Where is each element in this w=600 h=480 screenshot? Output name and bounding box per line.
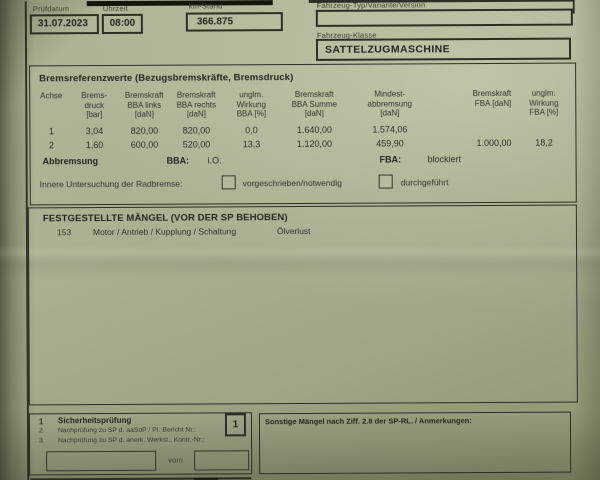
uhrzeit-value: 08:00 (109, 17, 136, 29)
brake-row-axle-2: 2 1,60 600,00 520,00 13,3 1.120,00 459,9… (31, 135, 572, 152)
pruefdatum-value: 31.07.2023 (37, 18, 88, 30)
fahrzeug-klasse-value-box: SATTELZUGMASCHINE (315, 37, 572, 61)
cell-bba-summe: 1.120,00 (296, 138, 333, 150)
maengel-code: 153 (56, 227, 72, 238)
right-edge-rule (572, 0, 575, 14)
col-header-unglm-fba: unglm. Wirkung FBA [%] (529, 88, 559, 117)
col-header-bba-summe: Bremskraft BBA Summe [daN] (291, 89, 337, 118)
abbremsung-label: Abbremsung (42, 156, 99, 167)
vom-label: vom (168, 455, 183, 465)
cell-bremsdruck: 3,04 (85, 126, 104, 137)
fahrzeug-typ-value-box (315, 8, 573, 27)
cell-bba-links: 820,00 (130, 125, 159, 136)
sonstige-maengel-title: Sonstige Mängel nach Ziff. 2.8 der SP-RL… (264, 416, 472, 427)
cell-bba-summe: 1.640,00 (296, 124, 332, 136)
col-header-bremsdruck: Brems-druck [bar] (81, 91, 108, 120)
col-header-unglm-bba: unglm. Wirkung BBA [%] (236, 90, 267, 119)
checkbox-vorgeschrieben-label: vorgeschrieben/notwendig (242, 177, 342, 189)
checkbox-durchgefuehrt (378, 174, 393, 189)
col-header-bba-rechts: Bremskraft BBA rechts [daN] (176, 90, 217, 119)
sp-item-1-num: 1 (38, 417, 44, 427)
fba-label: FBA: (379, 154, 402, 165)
km-stand-label: km-Stand (188, 1, 223, 11)
maengel-text: Motor / Antrieb / Kupplung / Schaltung (92, 226, 237, 238)
cell-mindestabbremsung: 1.574,06 (372, 124, 408, 135)
maengel-section-title: FESTGESTELLTE MÄNGEL (VOR DER SP BEHOBEN… (42, 212, 288, 225)
fahrzeug-klasse-value: SATTELZUGMASCHINE (324, 43, 451, 56)
col-header-achse: Achse (40, 91, 63, 101)
sp-item-3-text: Nachprüfung zu SP d. anerk. Werkst., Kon… (58, 436, 205, 445)
cell-achse: 1 (48, 126, 54, 137)
sp-item-2-text: Nachprüfung zu SP d. aaSoP / PI. Bericht… (57, 426, 197, 435)
cell-bba-rechts: 520,00 (182, 139, 211, 150)
cell-unglm-bba: 0,0 (245, 125, 258, 136)
brake-section-title: Bremsreferenzwerte (Bezugsbremskräfte, B… (39, 72, 294, 85)
cell-bba-links: 600,00 (130, 139, 159, 150)
brake-header-row: Achse Brems-druck [bar] Bremskraft BBA lin… (31, 89, 572, 120)
innere-untersuchung-label: Innere Untersuchung der Radbremse: (39, 178, 183, 190)
brake-table: Achse Brems-druck [bar] Bremskraft BBA lin… (31, 89, 572, 152)
fba-status: blockiert (427, 154, 462, 165)
cell-fba: 1.000,00 (476, 137, 512, 149)
col-header-fba: Bremskraft FBA [daN] (472, 88, 512, 108)
uhrzeit-value-box: 08:00 (101, 13, 143, 35)
checkbox-vorgeschrieben (221, 175, 236, 190)
cell-mindestabbremsung: 459,90 (376, 138, 404, 149)
km-stand-value: 366.875 (196, 16, 234, 28)
sp-type-value: 1 (232, 419, 239, 431)
sp-item-1-text: Sicherheitsprüfung (57, 415, 132, 426)
col-header-bba-links: Bremskraft BBA links [daN] (124, 90, 164, 119)
cell-unglm-bba: 13,3 (242, 139, 261, 150)
cell-achse: 2 (48, 140, 55, 151)
sp-type-box: 1 (224, 413, 247, 437)
checkbox-durchgefuehrt-label: durchgeführt (400, 177, 449, 188)
cell-unglm-fba: 18,2 (535, 137, 553, 148)
uhrzeit-label: Uhrzeit (102, 3, 128, 14)
bba-status: i.O. (207, 155, 222, 166)
blank-field-box-1 (46, 450, 157, 472)
sp-item-2-num: 2. (38, 427, 45, 435)
km-stand-value-box: 366.875 (185, 12, 283, 32)
pruefdatum-value-box: 31.07.2023 (29, 14, 99, 35)
cell-bremsdruck: 1,60 (85, 140, 104, 151)
bba-label: BBA: (166, 155, 190, 166)
cell-bba-rechts: 820,00 (182, 125, 211, 136)
cell-unglm-fba (515, 117, 572, 135)
pruefdatum-label: Prüfdatum (32, 4, 70, 14)
cell-fba (432, 117, 515, 135)
sp-item-3-num: 3. (39, 437, 45, 445)
blank-field-box-2 (194, 450, 250, 471)
fahrzeug-typ-value (318, 11, 571, 12)
col-header-mindestabbremsung: Mindest-abbremsung [daN] (367, 89, 413, 118)
maengel-note: Ölverlust (276, 225, 311, 237)
